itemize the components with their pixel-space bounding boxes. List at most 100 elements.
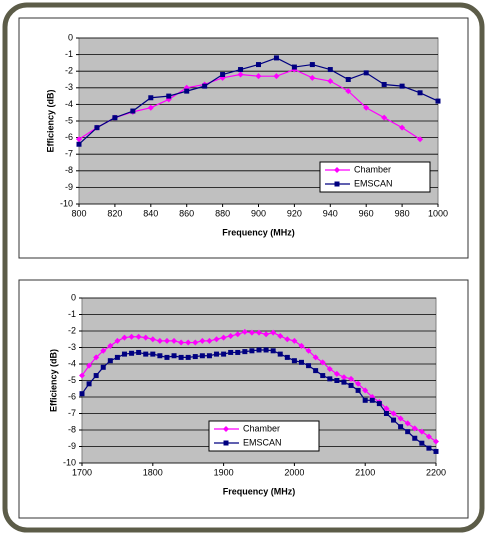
x-tick-label: 800 bbox=[71, 208, 86, 218]
y-axis-label: Efficiency (dB) bbox=[48, 349, 58, 412]
marker bbox=[341, 379, 347, 385]
marker bbox=[263, 331, 270, 338]
marker bbox=[166, 93, 172, 99]
legend bbox=[319, 161, 431, 193]
marker bbox=[248, 329, 255, 336]
y-tick-label: -3 bbox=[65, 82, 73, 92]
x-tick-label: 1900 bbox=[214, 467, 234, 477]
y-tick-label: -9 bbox=[68, 441, 76, 451]
marker bbox=[156, 337, 163, 344]
marker bbox=[185, 354, 191, 360]
marker bbox=[142, 334, 149, 341]
marker bbox=[114, 337, 121, 344]
marker bbox=[147, 104, 154, 111]
marker bbox=[199, 337, 206, 344]
y-tick-label: -4 bbox=[68, 358, 76, 368]
marker bbox=[192, 354, 198, 360]
marker bbox=[355, 387, 361, 393]
marker bbox=[435, 98, 441, 104]
y-tick-label: -10 bbox=[63, 457, 76, 467]
marker bbox=[206, 353, 212, 359]
marker bbox=[327, 376, 333, 382]
y-tick-label: -5 bbox=[65, 115, 73, 125]
marker bbox=[130, 108, 136, 114]
marker bbox=[376, 401, 382, 407]
x-tick-label: 1000 bbox=[428, 208, 448, 218]
marker bbox=[348, 382, 354, 388]
marker bbox=[381, 81, 387, 87]
legend-label: Chamber bbox=[243, 423, 280, 433]
marker bbox=[114, 354, 120, 360]
y-axis-label: Efficiency (dB) bbox=[45, 89, 55, 152]
marker bbox=[404, 420, 411, 427]
marker bbox=[206, 337, 213, 344]
marker bbox=[249, 348, 255, 354]
x-tick-label: 960 bbox=[359, 208, 374, 218]
marker bbox=[334, 378, 340, 383]
y-tick-label: -6 bbox=[68, 391, 76, 401]
marker bbox=[345, 88, 352, 95]
marker bbox=[355, 380, 362, 387]
marker bbox=[412, 435, 418, 441]
marker bbox=[223, 440, 229, 446]
marker bbox=[270, 348, 276, 354]
marker bbox=[213, 336, 220, 343]
marker bbox=[291, 337, 298, 344]
marker bbox=[417, 90, 423, 96]
legend-label: Chamber bbox=[354, 164, 391, 174]
marker bbox=[214, 351, 220, 357]
marker bbox=[184, 88, 190, 94]
marker bbox=[100, 347, 107, 354]
marker bbox=[312, 354, 319, 361]
marker bbox=[390, 410, 397, 417]
marker bbox=[143, 351, 149, 357]
marker bbox=[164, 354, 170, 360]
x-tick-label: 1700 bbox=[72, 467, 92, 477]
x-tick-label: 880 bbox=[215, 208, 230, 218]
y-tick-label: -3 bbox=[68, 342, 76, 352]
marker bbox=[121, 334, 128, 341]
x-tick-label: 840 bbox=[143, 208, 158, 218]
marker bbox=[237, 71, 244, 78]
marker bbox=[306, 363, 312, 369]
marker bbox=[221, 351, 227, 357]
marker bbox=[326, 365, 333, 372]
marker bbox=[419, 440, 425, 446]
marker bbox=[333, 370, 340, 377]
x-tick-label: 860 bbox=[179, 208, 194, 218]
x-tick-label: 900 bbox=[251, 208, 266, 218]
marker bbox=[340, 374, 347, 381]
marker bbox=[345, 77, 351, 82]
x-tick-label: 2100 bbox=[355, 467, 375, 477]
marker bbox=[150, 351, 156, 357]
y-tick-label: -1 bbox=[65, 49, 73, 59]
y-tick-label: -4 bbox=[65, 99, 73, 109]
marker bbox=[334, 167, 340, 173]
marker bbox=[369, 397, 375, 403]
marker bbox=[399, 83, 405, 89]
marker bbox=[417, 136, 424, 143]
marker bbox=[320, 373, 326, 379]
marker bbox=[171, 337, 178, 344]
marker bbox=[277, 332, 284, 339]
marker bbox=[107, 358, 113, 364]
marker bbox=[242, 349, 248, 355]
marker bbox=[86, 362, 93, 369]
marker bbox=[309, 74, 316, 81]
marker bbox=[136, 349, 142, 355]
x-tick-label: 940 bbox=[323, 208, 338, 218]
marker bbox=[227, 332, 234, 339]
marker bbox=[313, 368, 319, 374]
y-tick-label: 0 bbox=[71, 292, 76, 302]
marker bbox=[202, 83, 208, 89]
y-tick-label: -2 bbox=[68, 325, 76, 335]
y-tick-label: 0 bbox=[68, 32, 73, 42]
y-tick-label: -1 bbox=[68, 309, 76, 319]
y-tick-label: -9 bbox=[65, 182, 73, 192]
marker bbox=[93, 373, 99, 379]
marker bbox=[234, 331, 241, 338]
marker bbox=[178, 354, 184, 360]
marker bbox=[284, 336, 291, 343]
marker bbox=[112, 115, 118, 121]
